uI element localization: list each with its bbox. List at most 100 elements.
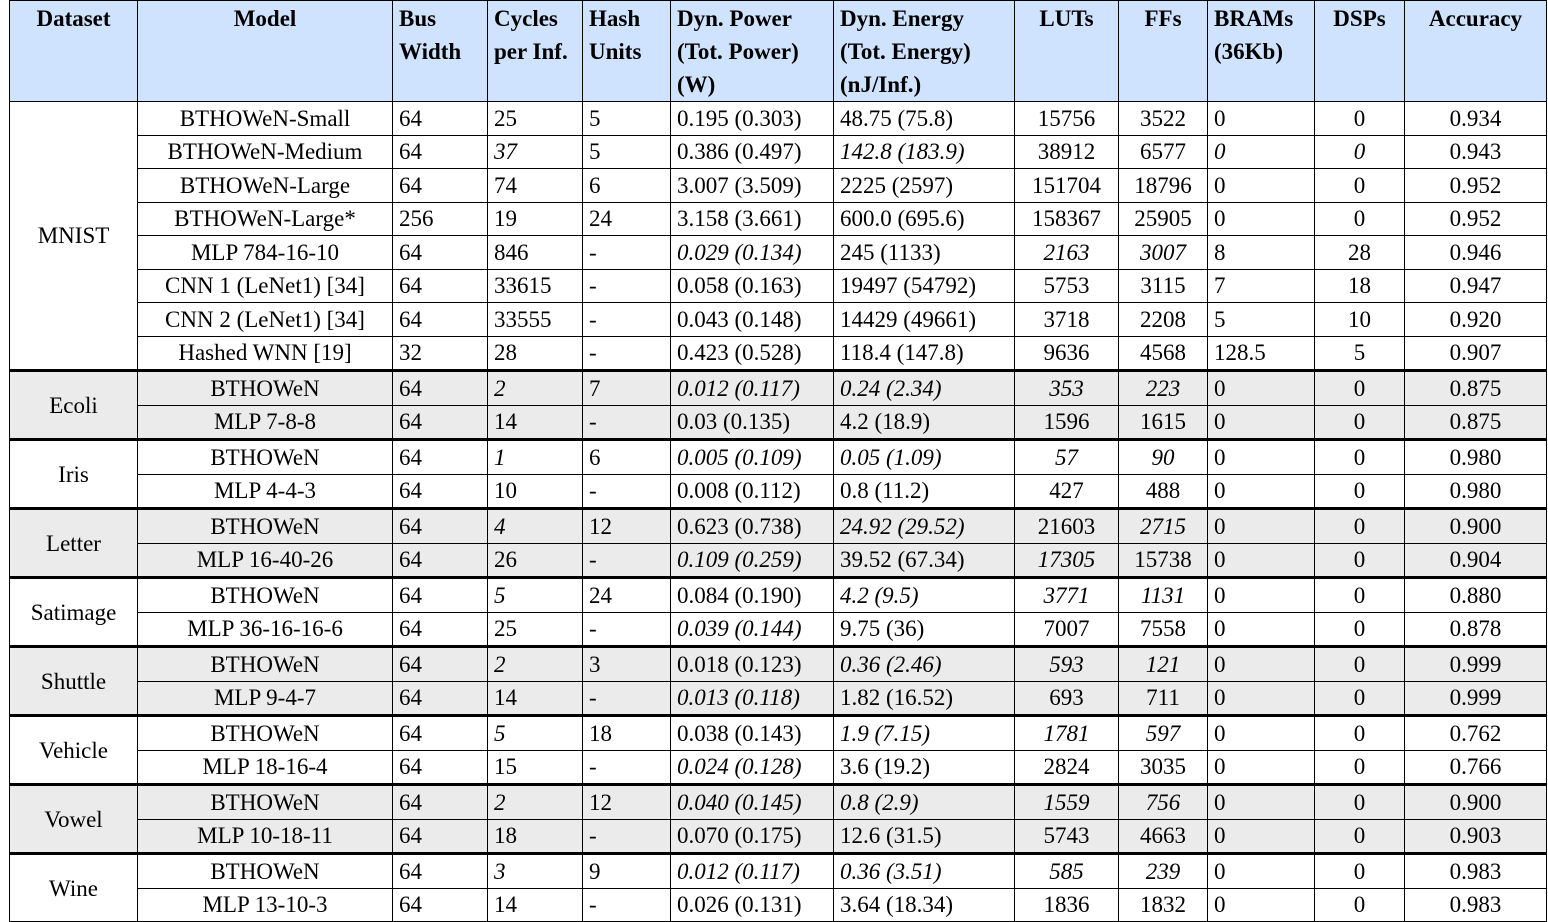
table-cell: 245 (1133) [833,235,1015,270]
column-header: Bus Width [392,0,488,102]
table-cell: 756 [1118,783,1208,820]
table-cell: 4.2 (18.9) [833,404,1015,440]
table-cell: 3771 [1014,576,1119,613]
table-cell: 0.999 [1404,645,1547,682]
table-cell: 64 [392,369,488,406]
table-cell: 10 [487,473,583,509]
table-cell: 0.980 [1404,438,1547,475]
table-cell: 0.039 (0.144) [670,611,834,647]
table-cell: 26 [487,542,583,578]
table-cell: 14 [487,887,583,922]
table-cell: 0.907 [1404,335,1547,371]
table-cell: 64 [392,783,488,820]
table-cell: 4663 [1118,818,1208,854]
table-row: BTHOWeN-Medium 64 37 5 0.386 (0.497) 142.8 (1… [10,134,1547,169]
table-cell: 12.6 (31.5) [833,818,1015,854]
table-cell: 5 [487,576,583,613]
model-cell: BTHOWeN [137,852,393,889]
table-cell: 0.999 [1404,680,1547,716]
dataset-cell: Vehicle [9,714,138,785]
table-cell: 64 [392,438,488,475]
table-cell: 7558 [1118,611,1208,647]
table-cell: 64 [392,542,488,578]
model-cell: BTHOWeN [137,714,393,751]
dataset-cell: Iris [9,438,138,509]
table-cell: - [582,404,671,440]
table-cell: - [582,473,671,509]
table-cell: 0 [1314,438,1405,475]
model-cell: BTHOWeN [137,576,393,613]
model-cell: BTHOWeN [137,438,393,475]
table-cell: 0.24 (2.34) [833,369,1015,406]
table-cell: 597 [1118,714,1208,751]
table-cell: 9 [582,852,671,889]
table-cell: 24 [582,576,671,613]
model-cell: MLP 9-4-7 [137,680,393,716]
table-cell: 24.92 (29.52) [833,507,1015,544]
table-cell: 0.900 [1404,507,1547,544]
table-row: Iris BTHOWeN 64 1 6 0.005 (0.109) 0.05 (1.09) 5… [9,438,1547,509]
table-cell: 239 [1118,852,1208,889]
table-cell: 0.952 [1404,201,1547,236]
table-cell: 0 [1314,542,1405,578]
table-cell: 64 [392,852,488,889]
table-cell: 0 [1207,404,1315,440]
table-cell: 19 [487,201,583,236]
table-cell: 64 [392,268,488,303]
table-cell: 3035 [1118,749,1208,785]
column-header: FFs [1118,0,1208,102]
table-cell: 3007 [1118,235,1208,270]
table-cell: 7007 [1014,611,1119,647]
table-cell: - [582,680,671,716]
table-cell: 1596 [1014,404,1119,440]
table-cell: 14 [487,680,583,716]
table-cell: 90 [1118,438,1208,475]
table-cell: 0 [1207,101,1315,136]
table-cell: 3.158 (3.661) [670,201,834,236]
table-cell: 25905 [1118,201,1208,236]
table-cell: 0.012 (0.117) [670,852,834,889]
table-cell: - [582,749,671,785]
table-cell: 488 [1118,473,1208,509]
table-cell: 0 [1207,645,1315,682]
table-cell: 1832 [1118,887,1208,922]
table-cell: 64 [392,101,488,136]
table-cell: 0.058 (0.163) [670,268,834,303]
table-row: MLP 13-10-3 64 14-0.026 (0.131) 3.64 (18.34… [10,887,1547,922]
table-cell: 0.084 (0.190) [670,576,834,613]
table-cell: 0 [1314,749,1405,785]
table-cell: 14 [487,404,583,440]
table-cell: 0.875 [1404,369,1547,406]
table-cell: 0 [1314,645,1405,682]
model-cell: BTHOWeN [137,783,393,820]
table-cell: 0 [1314,783,1405,820]
table-cell: 0 [1207,783,1315,820]
table-cell: 0 [1314,134,1405,169]
table-cell: 18 [1314,268,1405,303]
table-cell: - [582,268,671,303]
column-header: Model [137,0,393,102]
table-cell: 4.2 (9.5) [833,576,1015,613]
table-cell: 64 [392,818,488,854]
table-cell: 2225 (2597) [833,168,1015,203]
column-header: Hash Units [582,0,671,102]
model-cell: MLP 18-16-4 [137,749,393,785]
table-row: Hashed WNN [19] 32 28-0.423 (0.528) 118.4 (… [10,335,1547,371]
table-cell: 0.109 (0.259) [670,542,834,578]
table-cell: 0.946 [1404,235,1547,270]
table-cell: 64 [392,235,488,270]
column-header: Cycles per Inf. [487,0,583,102]
table-cell: 4568 [1118,335,1208,371]
model-cell: MLP 36-16-16-6 [137,611,393,647]
table-cell: 57 [1014,438,1119,475]
table-cell: 2 [487,369,583,406]
model-cell: MLP 7-8-8 [137,404,393,440]
table-cell: 0 [1207,680,1315,716]
table-cell: 0 [1314,101,1405,136]
model-cell: BTHOWeN-Medium [137,134,393,169]
table-cell: 0 [1207,201,1315,236]
table-cell: 18 [487,818,583,854]
table-row: Satimage BTHOWeN 64 5 24 0.084 (0.190) 4.2 (9.… [9,576,1547,647]
table-cell: 1.9 (7.15) [833,714,1015,751]
table-cell: 158367 [1014,201,1119,236]
